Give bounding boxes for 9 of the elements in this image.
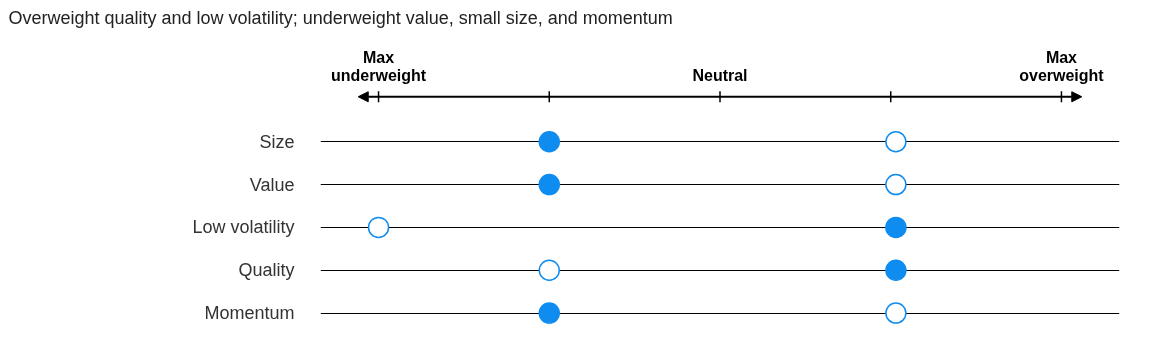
chart-title: Overweight quality and low volatility; underweight value, small size, and momentum — [8, 7, 673, 28]
text: Max underweight — [330, 49, 427, 84]
text: Neutral — [692, 66, 748, 84]
y-tick-label: Quality — [238, 260, 295, 281]
y-tick-label: Value — [249, 174, 295, 195]
y-tick-label: Size — [259, 131, 295, 152]
y-tick-label: Low volatility — [192, 217, 295, 238]
text: Max overweight — [1019, 49, 1105, 84]
y-tick-label: Momentum — [204, 303, 295, 324]
